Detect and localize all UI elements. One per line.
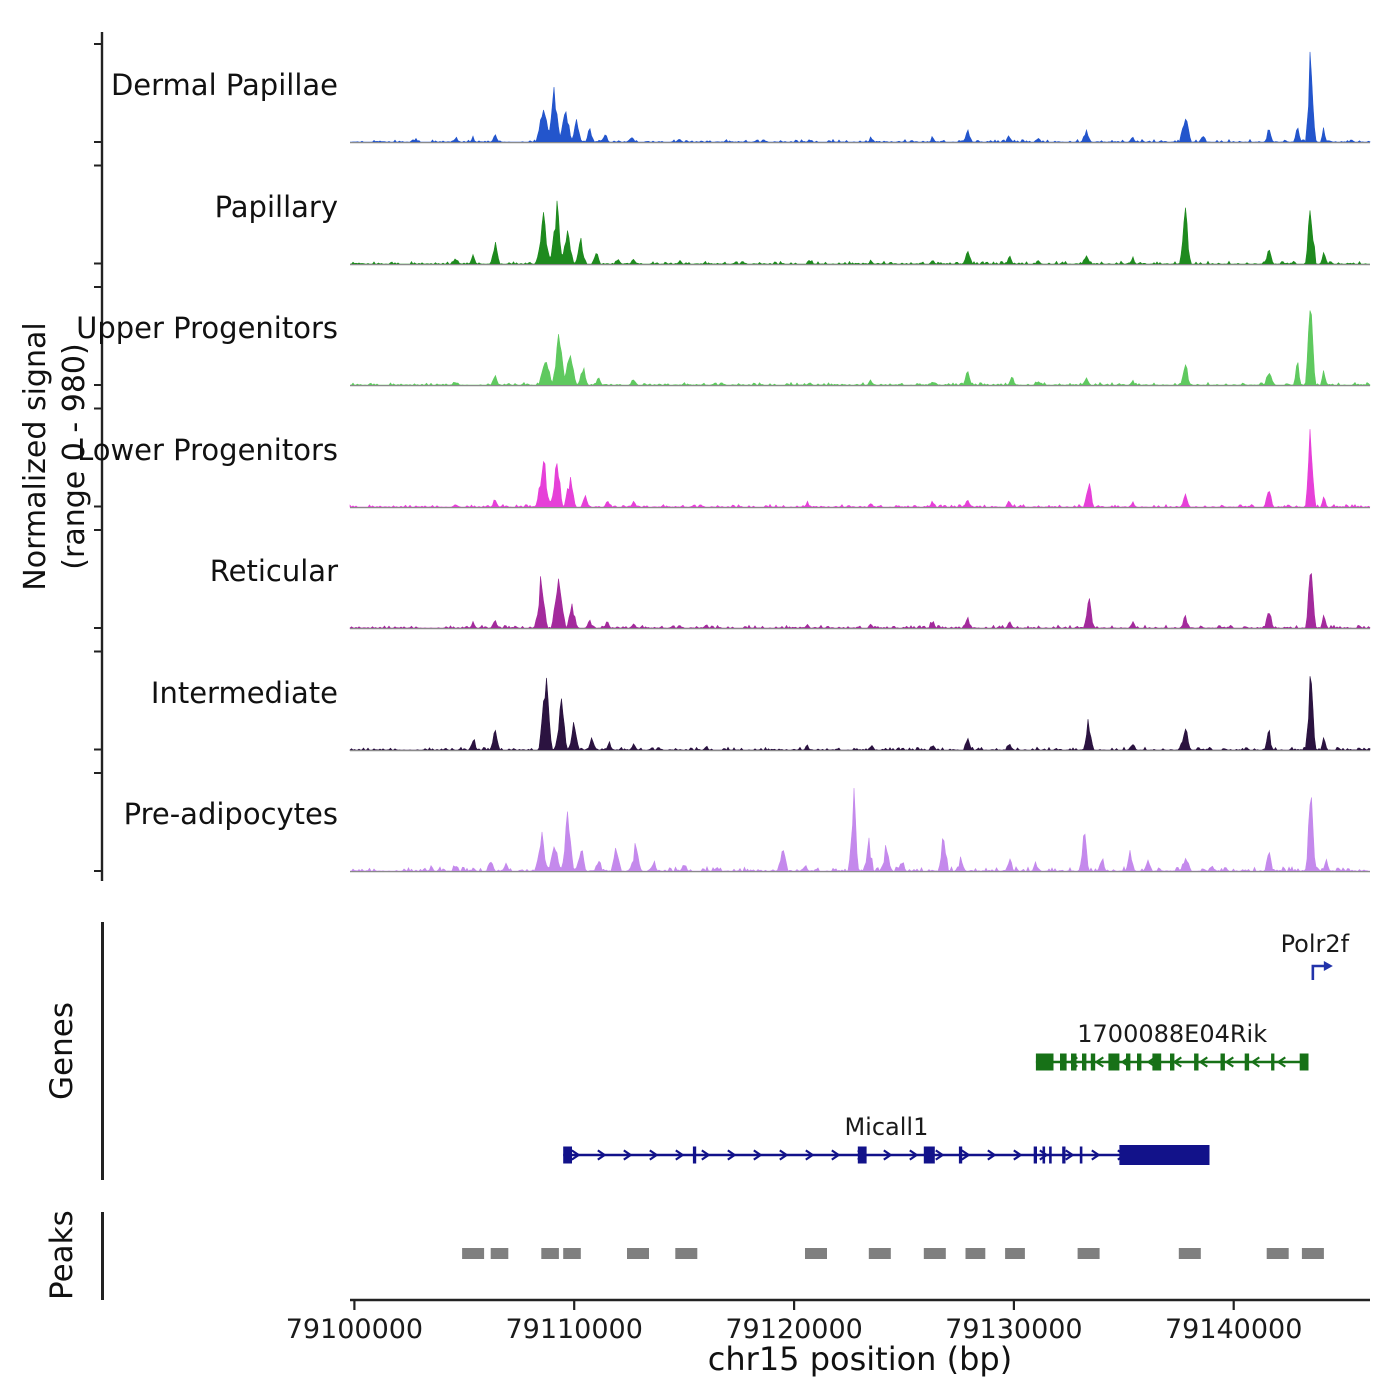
- genes-axis-line: [101, 922, 104, 1180]
- track-label: Dermal Papillae: [110, 68, 338, 102]
- track-row-papillary: Papillary: [0, 152, 1400, 274]
- x-tick-label: 79120000: [725, 1314, 862, 1345]
- track-row-upper-progenitors: Upper Progenitors: [0, 273, 1400, 395]
- track-row-pre-adipocytes: Pre-adipocytes: [0, 759, 1400, 881]
- signal-y-axis: [94, 32, 104, 881]
- gene-name-label: Micall1: [844, 1113, 928, 1141]
- x-axis-title: chr15 position (bp): [707, 1340, 1013, 1378]
- gene-name-label: Polr2f: [1281, 930, 1350, 958]
- peak-region: [1005, 1248, 1025, 1259]
- peak-region: [627, 1248, 649, 1259]
- peak-region: [1301, 1248, 1324, 1259]
- track-signal-plot: [350, 51, 1371, 144]
- peak-region: [490, 1248, 509, 1259]
- gene-annotations: Polr2f 1700088E04Rik Micall1: [563, 930, 1350, 1165]
- peak-region: [805, 1248, 827, 1259]
- x-tick-label: 79130000: [945, 1314, 1082, 1345]
- track-label: Lower Progenitors: [77, 432, 338, 467]
- track-label: Papillary: [214, 189, 338, 224]
- track-signal-plot: [349, 572, 1371, 630]
- track-row-intermediate: Intermediate: [0, 638, 1400, 760]
- gene-1700088E04Rik: 1700088E04Rik: [1035, 1020, 1309, 1071]
- peak-region: [1178, 1248, 1201, 1259]
- track-signal-plot: [349, 787, 1370, 873]
- peak-region: [923, 1248, 946, 1259]
- track-signal-plot: [349, 310, 1371, 387]
- track-signal-plot: [349, 428, 1371, 508]
- x-tick-label: 79110000: [505, 1314, 642, 1345]
- peak-region: [965, 1248, 986, 1259]
- gene-Micall1: Micall1: [563, 1113, 1210, 1165]
- track-label: Upper Progenitors: [76, 311, 338, 345]
- track-row-reticular: Reticular: [0, 516, 1400, 638]
- genes-section-label: Genes: [44, 1002, 80, 1100]
- peaks-axis-line: [101, 1212, 104, 1300]
- track-label: Reticular: [209, 554, 338, 588]
- peak-region: [462, 1248, 485, 1259]
- peak-region: [1077, 1248, 1100, 1259]
- peak-regions-track: [462, 1248, 1324, 1259]
- peak-region: [675, 1248, 698, 1259]
- peak-region: [541, 1248, 559, 1259]
- track-label: Pre-adipocytes: [123, 797, 338, 831]
- gene-name-label: 1700088E04Rik: [1077, 1020, 1267, 1048]
- peaks-section-label: Peaks: [44, 1210, 80, 1300]
- track-signal-plot: [349, 675, 1371, 751]
- track-row-lower-progenitors: Lower Progenitors: [0, 395, 1400, 517]
- peak-region: [1266, 1248, 1289, 1259]
- track-row-dermal-papillae: Dermal Papillae: [0, 30, 1400, 152]
- gene-Polr2f: Polr2f: [1281, 930, 1350, 980]
- track-signal-plot: [349, 200, 1370, 265]
- peak-region: [563, 1248, 581, 1259]
- track-label: Intermediate: [150, 675, 338, 710]
- x-tick-label: 79140000: [1165, 1314, 1302, 1345]
- peak-region: [868, 1248, 891, 1259]
- x-tick-label: 79100000: [286, 1314, 423, 1345]
- x-axis: 79100000 79110000 79120000 79130000 79140000: [286, 1298, 1370, 1345]
